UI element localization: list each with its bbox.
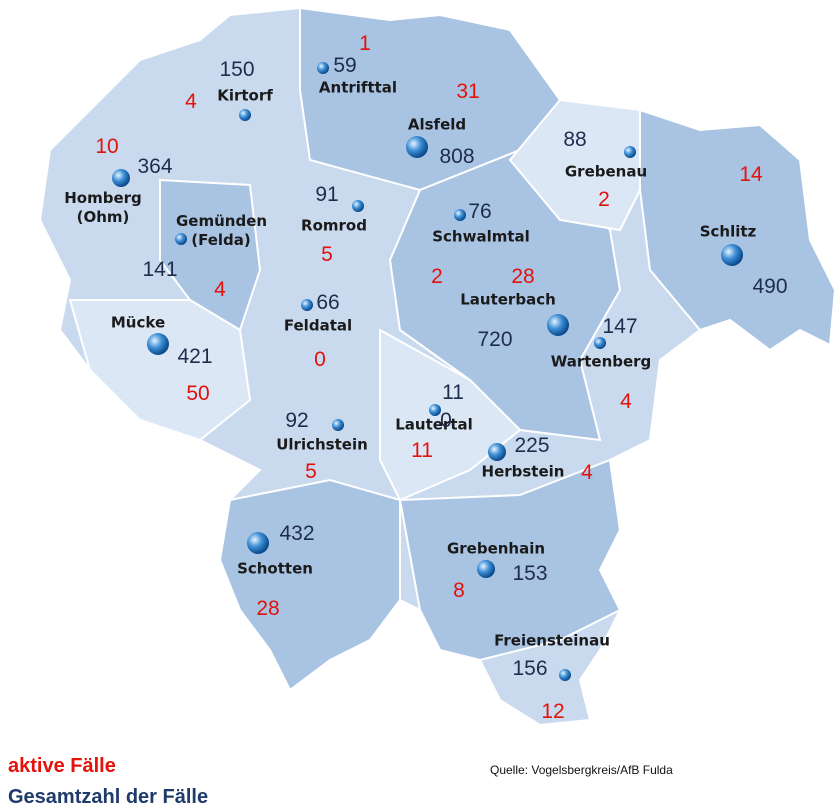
active-cases: 0 — [314, 348, 326, 371]
legend-total: Gesamtzahl der Fälle — [8, 786, 209, 808]
location-marker — [175, 233, 187, 245]
overlap-label: 0 — [440, 409, 452, 432]
municipality-name: Mücke — [110, 313, 166, 332]
location-marker — [112, 169, 130, 187]
location-marker — [594, 337, 606, 349]
total-cases: 225 — [514, 434, 550, 457]
total-cases: 141 — [142, 258, 178, 281]
active-cases: 5 — [305, 460, 317, 483]
total-cases: 153 — [512, 562, 548, 585]
regions-light — [68, 98, 641, 502]
municipality-name: Wartenberg — [550, 352, 652, 371]
location-marker — [477, 560, 495, 578]
region — [508, 98, 641, 232]
active-cases: 4 — [214, 278, 226, 301]
active-cases: 2 — [598, 188, 610, 211]
legend-active: aktive Fälle — [8, 755, 116, 777]
municipality-name: Lautertal — [395, 415, 473, 434]
active-cases: 28 — [511, 265, 535, 288]
location-marker — [624, 146, 636, 158]
total-cases: 421 — [177, 345, 213, 368]
municipality-name: Herbstein — [481, 462, 565, 481]
municipality-name: Romrod — [301, 216, 367, 235]
active-cases: 2 — [431, 265, 443, 288]
total-cases: 66 — [316, 291, 340, 314]
municipality-name: Grebenhain — [446, 539, 546, 558]
location-marker — [547, 314, 569, 336]
location-marker — [352, 200, 364, 212]
total-cases: 11 — [442, 381, 464, 404]
active-cases: 4 — [185, 90, 197, 113]
municipality-name: Schotten — [237, 559, 313, 578]
total-cases: 76 — [468, 200, 492, 223]
active-cases: 5 — [321, 243, 333, 266]
active-cases: 50 — [186, 382, 210, 405]
location-marker — [247, 532, 269, 554]
municipality-name: Gemünden (Felda) — [176, 212, 268, 249]
location-marker — [488, 443, 506, 461]
active-cases: 10 — [95, 135, 119, 158]
active-cases: 4 — [581, 461, 593, 484]
total-cases: 432 — [279, 522, 315, 545]
total-cases: 92 — [285, 409, 309, 432]
municipality-name: Grebenau — [564, 162, 648, 181]
active-cases: 14 — [739, 163, 763, 186]
active-cases: 12 — [541, 700, 565, 723]
location-marker — [147, 333, 169, 355]
municipality-name: Schlitz — [699, 222, 757, 241]
municipality-name: Homberg (Ohm) — [64, 189, 142, 226]
total-cases: 91 — [315, 183, 339, 206]
location-marker — [239, 109, 251, 121]
total-cases: 808 — [439, 145, 475, 168]
total-cases: 59 — [333, 54, 357, 77]
municipality-name: Kirtorf — [217, 86, 273, 105]
active-cases: 4 — [620, 390, 632, 413]
municipality-name: Freiensteinau — [494, 631, 610, 650]
source: Quelle: Vogelsbergkreis/AfB Fulda — [490, 763, 673, 777]
active-cases: 1 — [359, 32, 371, 55]
municipality-name: Alsfeld — [407, 115, 467, 134]
municipality-name: Ulrichstein — [276, 435, 368, 454]
location-marker — [559, 669, 571, 681]
total-cases: 88 — [563, 128, 587, 151]
regions — [159, 6, 837, 692]
location-marker — [332, 419, 344, 431]
active-cases: 28 — [256, 597, 280, 620]
location-marker — [721, 244, 743, 266]
active-cases: 31 — [456, 80, 480, 103]
region — [379, 328, 522, 502]
total-cases: 147 — [602, 315, 638, 338]
active-cases: 8 — [453, 579, 465, 602]
region — [639, 108, 837, 352]
active-cases: 11 — [411, 439, 433, 462]
municipality-name: Antrifttal — [318, 78, 398, 97]
region — [398, 458, 622, 662]
map — [38, 6, 837, 727]
region — [218, 478, 401, 692]
total-cases: 364 — [137, 155, 173, 178]
location-marker — [301, 299, 313, 311]
location-marker — [406, 136, 428, 158]
total-cases: 150 — [219, 58, 255, 81]
municipality-name: Lauterbach — [460, 290, 556, 309]
total-cases: 156 — [512, 657, 548, 680]
location-marker — [429, 404, 441, 416]
total-cases: 490 — [752, 275, 788, 298]
region — [68, 299, 252, 442]
total-cases: 720 — [477, 328, 513, 351]
municipality-name: Feldatal — [283, 316, 353, 335]
location-marker — [317, 62, 329, 74]
municipality-name: Schwalmtal — [432, 227, 530, 246]
location-marker — [454, 209, 466, 221]
